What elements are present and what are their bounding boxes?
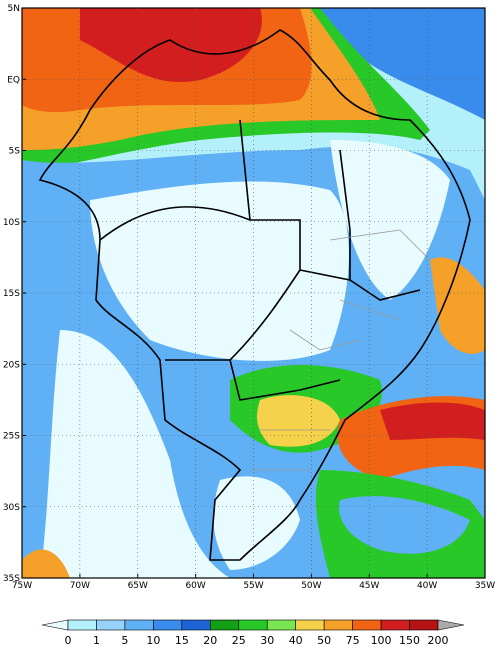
colorbar-label: 0 bbox=[65, 634, 72, 647]
colorbar-label: 15 bbox=[175, 634, 189, 647]
lat-label: EQ bbox=[7, 75, 20, 85]
colorbar-box bbox=[380, 619, 410, 631]
colorbar-label: 25 bbox=[232, 634, 246, 647]
colorbar-box bbox=[181, 619, 211, 631]
colorbar-label: 100 bbox=[371, 634, 392, 647]
lon-label: 60W bbox=[185, 581, 205, 591]
colorbar-box bbox=[266, 619, 296, 631]
borders bbox=[38, 29, 471, 561]
colorbar-label: 1 bbox=[93, 634, 100, 647]
lat-label: 20S bbox=[3, 360, 20, 370]
colorbar-box bbox=[409, 619, 439, 631]
colorbar-box bbox=[124, 619, 154, 631]
colorbar-label: 10 bbox=[146, 634, 160, 647]
colorbar-box bbox=[67, 619, 97, 631]
lon-label: 40W bbox=[417, 581, 437, 591]
lon-label: 65W bbox=[128, 581, 148, 591]
colorbar-label: 50 bbox=[317, 634, 331, 647]
lat-label: 30S bbox=[3, 503, 20, 513]
colorbar-box bbox=[153, 619, 183, 631]
colorbar-label: 40 bbox=[289, 634, 303, 647]
colorbar-label: 200 bbox=[428, 634, 449, 647]
lon-label: 45W bbox=[359, 581, 379, 591]
lon-label: 75W bbox=[12, 581, 32, 591]
colorbar-box bbox=[323, 619, 353, 631]
lat-label: 35S bbox=[3, 574, 20, 584]
colorbar-label: 5 bbox=[121, 634, 128, 647]
colorbar-box bbox=[295, 619, 325, 631]
precip-field bbox=[22, 8, 485, 578]
colorbar-box bbox=[96, 619, 126, 631]
lon-label: 35W bbox=[475, 581, 495, 591]
colorbar-box bbox=[238, 619, 268, 631]
lat-label: 10S bbox=[3, 218, 20, 228]
lon-label: 50W bbox=[301, 581, 321, 591]
lat-label: 15S bbox=[3, 289, 20, 299]
lat-label: 25S bbox=[3, 432, 20, 442]
lat-label: 5S bbox=[9, 147, 21, 157]
colorbar-label: 75 bbox=[346, 634, 360, 647]
colorbar-label: 150 bbox=[399, 634, 420, 647]
colorbar-box bbox=[352, 619, 382, 631]
lon-label: 70W bbox=[70, 581, 90, 591]
colorbar-arrow bbox=[41, 619, 69, 631]
colorbar-label: 20 bbox=[203, 634, 217, 647]
colorbar-label: 30 bbox=[260, 634, 274, 647]
lon-label: 55W bbox=[243, 581, 263, 591]
lat-label: 5N bbox=[8, 4, 20, 14]
colorbar-box bbox=[210, 619, 240, 631]
colorbar-arrow bbox=[437, 619, 465, 631]
